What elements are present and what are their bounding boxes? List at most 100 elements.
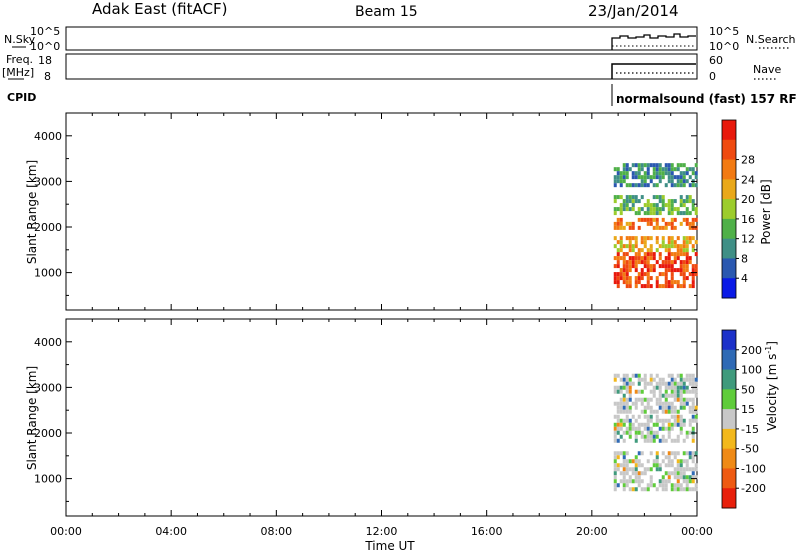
range-cell <box>658 252 662 257</box>
range-cell <box>646 284 650 289</box>
range-cell <box>616 256 620 261</box>
range-cell <box>679 183 683 188</box>
range-cell <box>691 405 695 410</box>
range-cell <box>652 171 656 176</box>
range-cell <box>640 451 644 456</box>
range-cell <box>682 284 686 289</box>
range-cell <box>676 373 680 378</box>
range-cell <box>685 167 689 172</box>
range-cell <box>673 175 677 180</box>
range-cell <box>625 377 629 382</box>
range-cell <box>676 252 680 257</box>
range-cell <box>670 252 674 257</box>
range-cell <box>682 175 686 180</box>
range-cell <box>631 426 635 431</box>
range-cell <box>685 236 689 241</box>
range-cell <box>619 389 623 394</box>
y-tick-label: 1000 <box>34 473 62 486</box>
power-y-ticks: 1000 2000 3000 4000 <box>34 130 697 296</box>
range-cell <box>652 183 656 188</box>
range-cell <box>613 463 617 468</box>
range-cell <box>685 377 689 382</box>
nsearch-label: N.Search <box>746 33 796 46</box>
range-cell <box>670 211 674 216</box>
range-cell <box>637 280 641 285</box>
range-cell <box>646 256 650 261</box>
range-cell <box>676 479 680 484</box>
range-cell <box>634 240 638 245</box>
range-cell <box>682 405 686 410</box>
range-cell <box>685 487 689 492</box>
range-cell <box>619 377 623 382</box>
range-cell <box>655 414 659 419</box>
range-cell <box>631 183 635 188</box>
range-cell <box>661 225 665 230</box>
range-cell <box>634 471 638 476</box>
range-cell <box>634 276 638 281</box>
range-cell <box>691 475 695 480</box>
range-cell <box>643 487 647 492</box>
range-cell <box>673 455 677 460</box>
range-cell <box>670 236 674 241</box>
range-cell <box>661 272 665 277</box>
range-cell <box>640 401 644 406</box>
range-cell <box>619 409 623 414</box>
range-cell <box>613 183 617 188</box>
range-cell <box>679 487 683 492</box>
range-cell <box>616 260 620 265</box>
range-cell <box>655 381 659 386</box>
range-cell <box>643 385 647 390</box>
range-cell <box>622 373 626 378</box>
range-cell <box>664 280 668 285</box>
range-cell <box>640 167 644 172</box>
range-cell <box>673 268 677 273</box>
range-cell <box>655 203 659 208</box>
range-cell <box>670 389 674 394</box>
colorbar-segment <box>722 159 736 180</box>
range-cell <box>628 260 632 265</box>
range-cell <box>658 401 662 406</box>
range-cell <box>613 401 617 406</box>
range-cell <box>667 163 671 168</box>
range-cell <box>640 397 644 402</box>
range-cell <box>691 487 695 492</box>
range-cell <box>622 409 626 414</box>
range-cell <box>622 377 626 382</box>
range-cell <box>685 373 689 378</box>
range-cell <box>691 479 695 484</box>
range-cell <box>670 409 674 414</box>
freq-label-line2: [MHz] <box>2 66 34 79</box>
range-cell <box>634 244 638 249</box>
range-cell <box>694 240 698 245</box>
range-cell <box>628 183 632 188</box>
power-colorbar-label: Power [dB] <box>759 179 773 244</box>
range-cell <box>676 487 680 492</box>
range-cell <box>625 409 629 414</box>
range-cell <box>661 207 665 212</box>
range-cell <box>694 405 698 410</box>
range-cell <box>643 236 647 241</box>
range-cell <box>667 244 671 249</box>
range-cell <box>649 284 653 289</box>
range-cell <box>634 195 638 200</box>
range-cell <box>613 276 617 281</box>
range-cell <box>667 280 671 285</box>
range-cell <box>655 434 659 439</box>
range-cell <box>646 163 650 168</box>
range-cell <box>661 405 665 410</box>
range-cell <box>649 483 653 488</box>
range-cell <box>655 459 659 464</box>
power-colorbar-tick-label: 24 <box>741 173 755 186</box>
range-cell <box>673 385 677 390</box>
range-cell <box>667 459 671 464</box>
range-cell <box>679 422 683 427</box>
range-cell <box>628 225 632 230</box>
range-cell <box>673 414 677 419</box>
range-cell <box>622 179 626 184</box>
range-cell <box>646 248 650 253</box>
range-cell <box>679 459 683 464</box>
range-cell <box>664 409 668 414</box>
range-cell <box>622 175 626 180</box>
range-cell <box>691 276 695 281</box>
range-cell <box>616 373 620 378</box>
